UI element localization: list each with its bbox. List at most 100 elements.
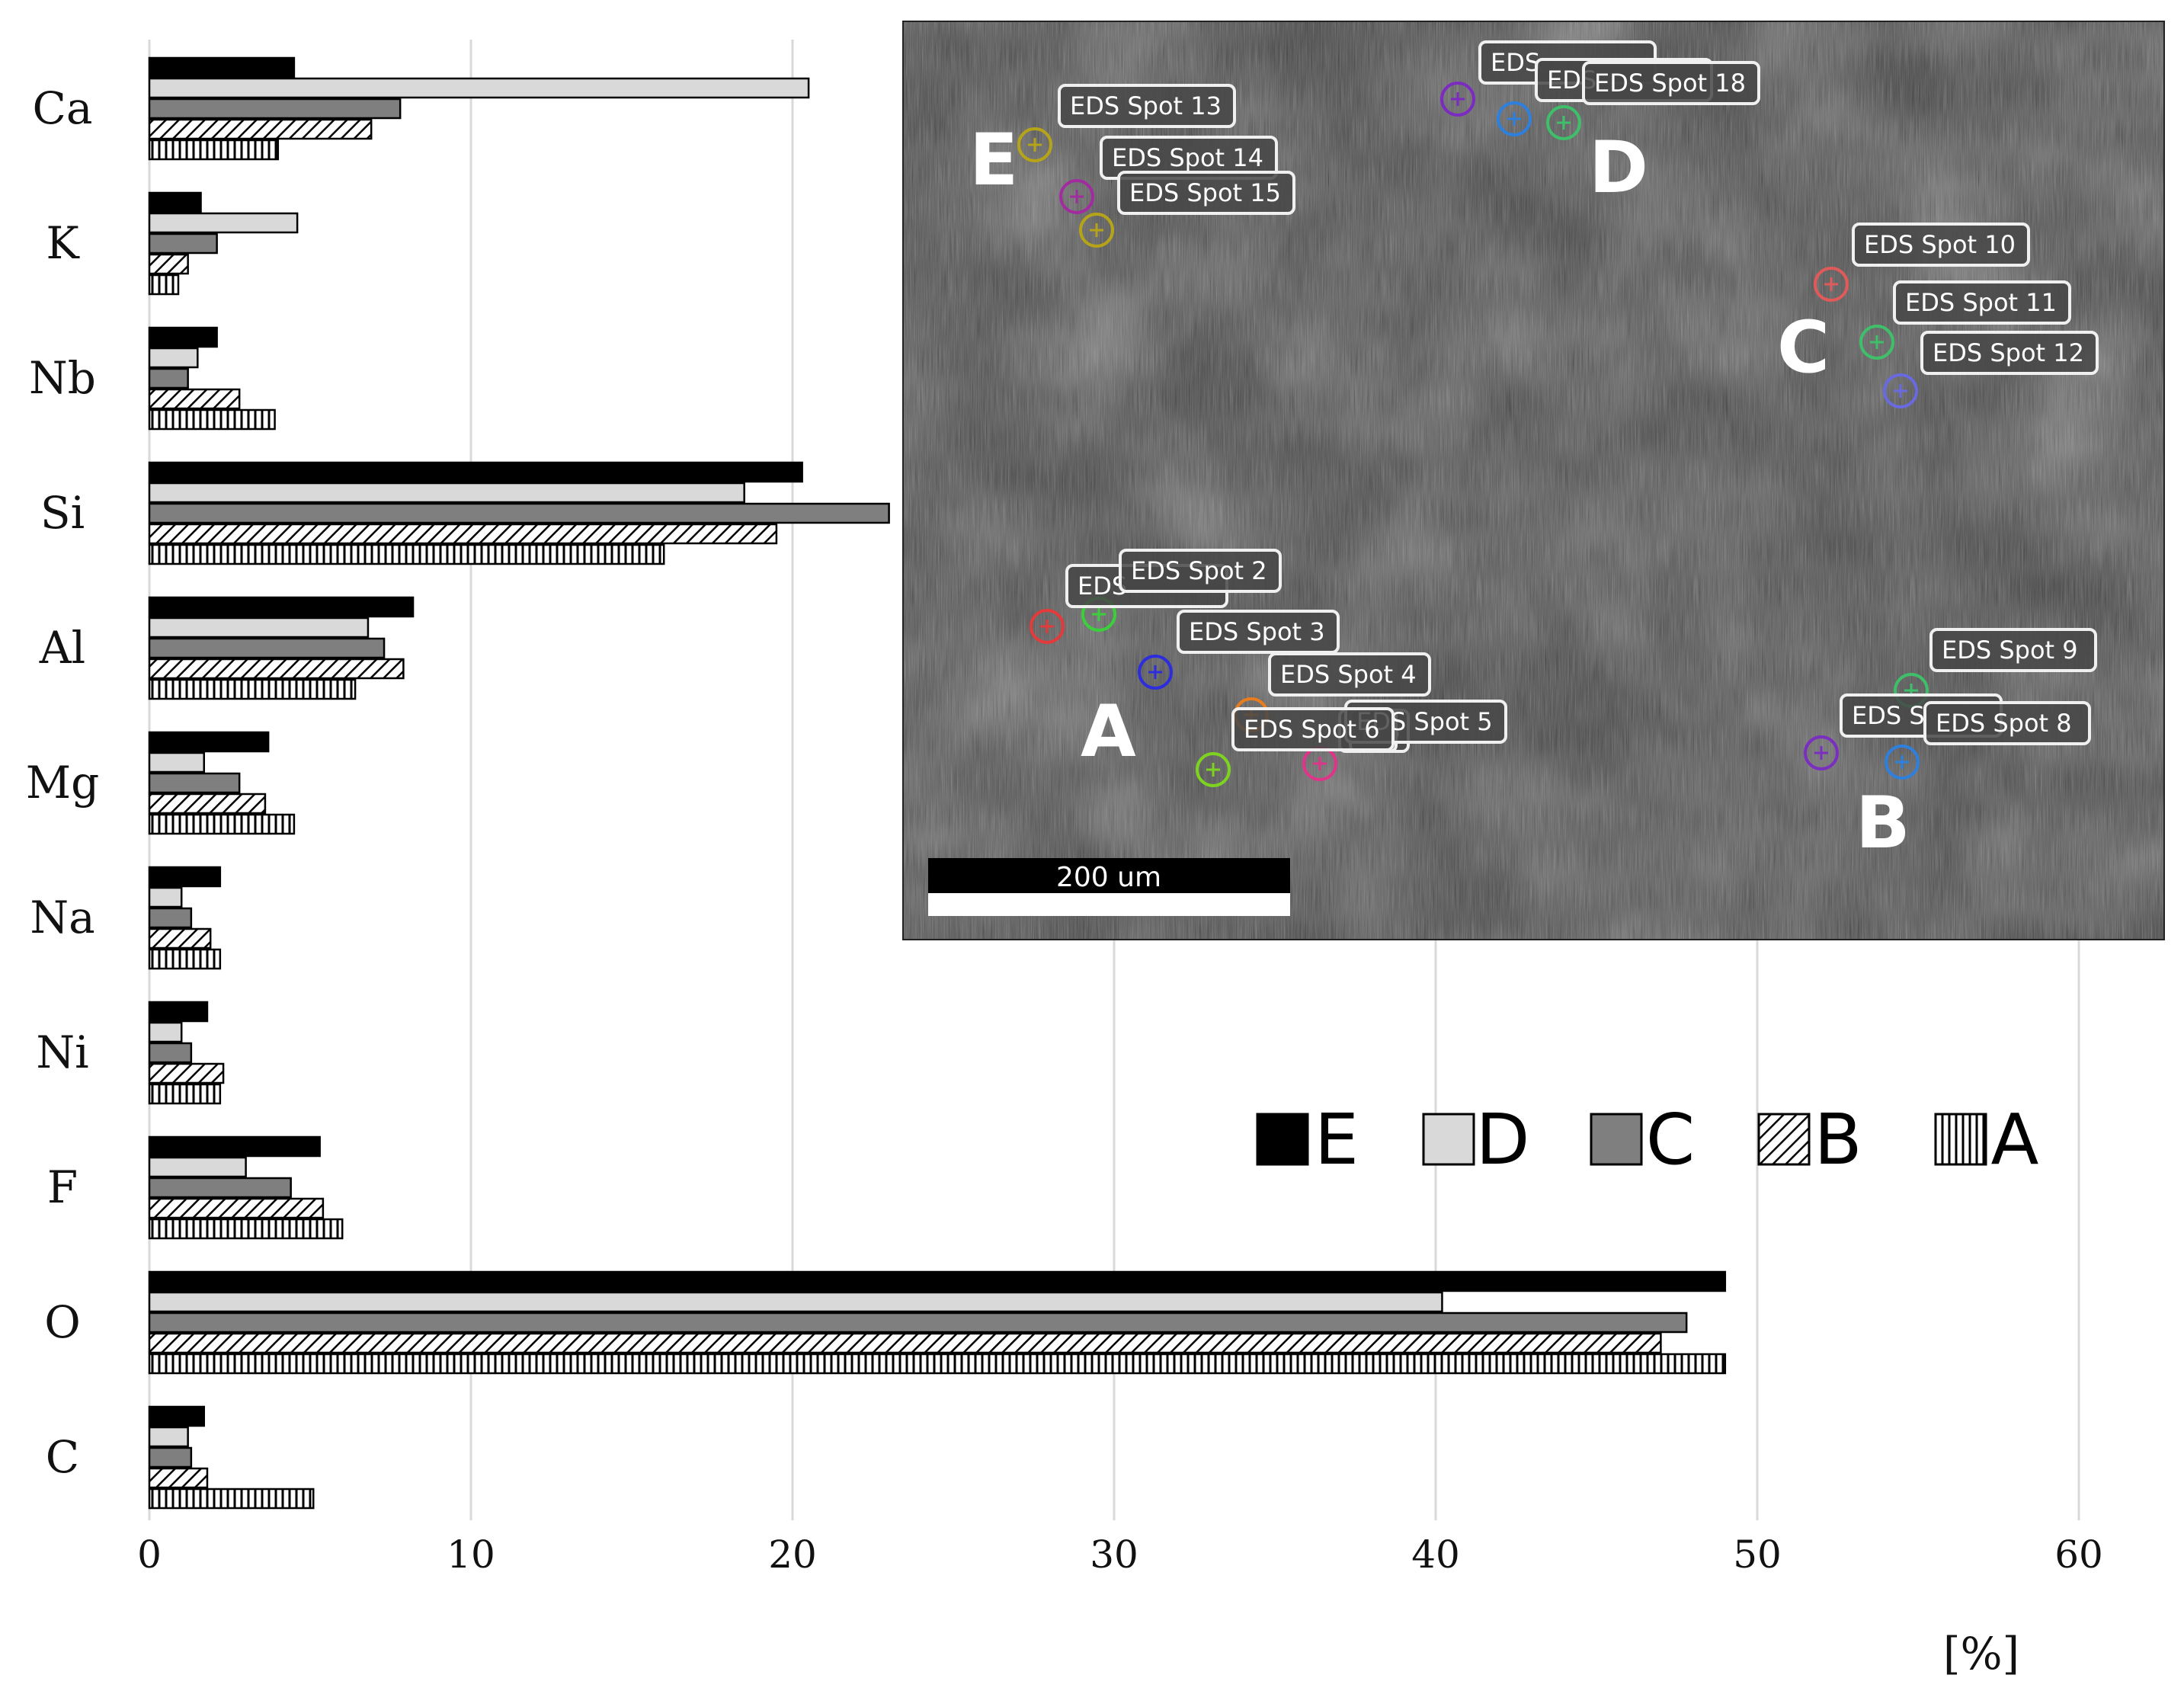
eds-spot-marker xyxy=(1079,213,1114,248)
bar-e xyxy=(148,326,218,348)
eds-spot-label: EDS Spot 18 xyxy=(1582,61,1760,105)
category-label: Mg xyxy=(26,757,100,809)
region-letters: A B C D E xyxy=(969,119,1910,865)
svg-text:EDS Spot 10: EDS Spot 10 xyxy=(1864,230,2016,259)
bar-b xyxy=(148,1332,1662,1354)
region-letter-c: C xyxy=(1777,306,1830,389)
bar-a xyxy=(148,408,276,431)
legend-swatch-b xyxy=(1757,1113,1811,1166)
category-label: Nb xyxy=(29,352,96,404)
svg-text:EDS Spot 11: EDS Spot 11 xyxy=(1905,288,2057,317)
eds-spot-marker xyxy=(1059,179,1094,214)
eds-spot-marker xyxy=(1138,655,1173,690)
eds-spot-label: EDS Spot 6 xyxy=(1231,707,1395,751)
svg-text:EDS Spot 8: EDS Spot 8 xyxy=(1936,709,2072,738)
category-label: O xyxy=(44,1296,81,1348)
legend-swatch-e xyxy=(1256,1113,1309,1166)
legend-label-e: E xyxy=(1315,1099,1359,1180)
category-label: Al xyxy=(39,622,85,674)
bar-c xyxy=(148,1311,1688,1334)
bar-d xyxy=(148,617,370,639)
bar-e xyxy=(148,1270,1727,1292)
bar-b xyxy=(148,1467,209,1489)
svg-text:EDS: EDS xyxy=(1491,48,1540,77)
x-tick-label: 60 xyxy=(2054,1532,2103,1577)
eds-spot-marker xyxy=(1440,82,1475,117)
bar-d xyxy=(148,212,299,234)
eds-spot-marker xyxy=(1017,127,1052,162)
eds-spot-label: EDS Spot 2 xyxy=(1119,549,1282,593)
bar-b xyxy=(148,793,267,815)
eds-spot-marker xyxy=(1546,105,1581,140)
eds-spot-marker xyxy=(1859,325,1894,360)
bar-c xyxy=(148,232,218,255)
bar-b xyxy=(148,658,405,680)
bar-d xyxy=(148,886,183,908)
bar-b xyxy=(148,253,189,275)
region-letter-d: D xyxy=(1589,127,1648,210)
bars xyxy=(148,56,1727,1510)
bar-d xyxy=(148,751,205,773)
scale-bar-label: 200 um xyxy=(1056,862,1161,893)
bar-a xyxy=(148,1353,1727,1375)
bar-a xyxy=(148,813,296,835)
bar-c xyxy=(148,907,193,929)
bar-d xyxy=(148,347,199,369)
x-tick-label: 40 xyxy=(1411,1532,1460,1577)
bar-b xyxy=(148,1062,225,1084)
region-letter-e: E xyxy=(969,119,1018,202)
legend-label-c: C xyxy=(1646,1099,1695,1180)
legend-swatch-a xyxy=(1934,1113,1987,1166)
eds-spot-label: EDS Spot 12 xyxy=(1920,331,2099,375)
legend-label-a: A xyxy=(1991,1099,2039,1180)
bar-a xyxy=(148,948,222,970)
bar-a xyxy=(148,678,357,700)
bar-a xyxy=(148,1488,315,1510)
bar-e xyxy=(148,56,296,78)
bar-b xyxy=(148,523,778,545)
bar-e xyxy=(148,731,270,753)
eds-spot-label: EDS Spot 11 xyxy=(1893,280,2071,325)
bar-e xyxy=(148,596,415,618)
eds-spot-marker xyxy=(1497,101,1532,136)
svg-text:EDS Spot 4: EDS Spot 4 xyxy=(1280,660,1417,689)
svg-text:EDS Spot 3: EDS Spot 3 xyxy=(1189,617,1325,646)
eds-spot-label: EDS Spot 9 xyxy=(1929,628,2097,672)
svg-text:EDS Spot 13: EDS Spot 13 xyxy=(1070,91,1222,120)
x-axis-tick-labels: 0 10 20 30 40 50 60 xyxy=(137,1532,2103,1577)
bar-c xyxy=(148,772,241,794)
legend-swatch-d xyxy=(1422,1113,1475,1166)
category-label: Ca xyxy=(33,82,93,134)
eds-spot-marker xyxy=(1885,745,1920,780)
eds-spot-label: EDS Spot 13 xyxy=(1058,84,1236,128)
bar-e xyxy=(148,1405,205,1427)
bar-d xyxy=(148,482,745,504)
bar-a xyxy=(148,274,180,296)
region-letter-a: A xyxy=(1081,690,1136,773)
bar-a xyxy=(148,1218,344,1240)
category-label: F xyxy=(47,1161,78,1213)
legend-label-b: B xyxy=(1814,1099,1862,1180)
x-tick-label: 10 xyxy=(447,1532,495,1577)
bar-d xyxy=(148,1156,247,1178)
svg-text:EDS Spot 6: EDS Spot 6 xyxy=(1244,715,1380,744)
bar-d xyxy=(148,77,810,99)
x-tick-label: 30 xyxy=(1090,1532,1138,1577)
bar-d xyxy=(148,1426,189,1448)
bar-c xyxy=(148,502,890,524)
bar-b xyxy=(148,1197,325,1219)
bar-e xyxy=(148,1001,209,1023)
scale-bar: 200 um xyxy=(928,858,1290,916)
svg-text:EDS Spot 9: EDS Spot 9 xyxy=(1942,636,2078,665)
bar-a xyxy=(148,1083,222,1105)
category-labels: Ca K Nb Si Al Mg Na Ni F O C xyxy=(26,82,100,1483)
region-letter-b: B xyxy=(1856,782,1910,865)
eds-spot-marker xyxy=(1883,373,1918,408)
eds-spot-label: EDS Spot 8 xyxy=(1923,701,2091,745)
bar-e xyxy=(148,866,222,888)
category-label: Ni xyxy=(36,1026,88,1078)
eds-spot-marker xyxy=(1804,735,1839,770)
svg-text:EDS Spot 15: EDS Spot 15 xyxy=(1129,178,1281,207)
